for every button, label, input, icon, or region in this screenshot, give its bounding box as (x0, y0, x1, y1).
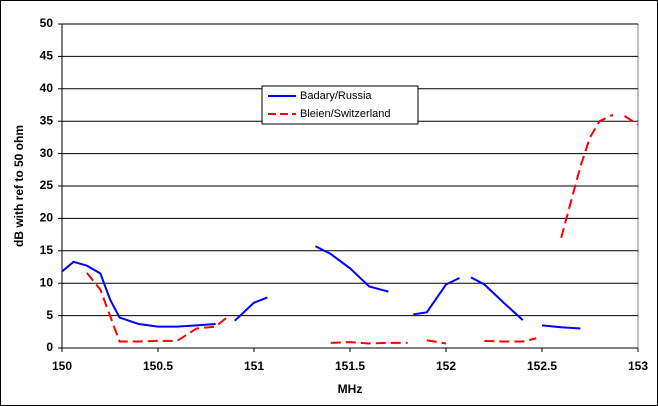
y-tick-label: 0 (46, 340, 53, 354)
x-axis-title: MHz (338, 382, 363, 396)
legend-box (261, 85, 419, 125)
y-tick-label: 15 (40, 243, 54, 257)
y-axis-title: dB with ref to 50 ohm (12, 125, 26, 247)
x-tick-label: 152.5 (527, 359, 557, 373)
x-tick-label: 151.5 (335, 359, 365, 373)
y-tick-label: 10 (40, 275, 54, 289)
y-tick-label: 40 (40, 81, 54, 95)
y-tick-label: 5 (46, 308, 53, 322)
y-tick-label: 50 (40, 16, 54, 30)
x-tick-label: 150.5 (143, 359, 173, 373)
y-tick-label: 20 (40, 211, 54, 225)
x-tick-label: 151 (244, 359, 264, 373)
x-tick-label: 152 (436, 359, 456, 373)
legend-label: Badary/Russia (300, 90, 372, 102)
y-tick-label: 45 (40, 49, 54, 63)
y-tick-label: 25 (40, 178, 54, 192)
series-line (86, 113, 639, 345)
y-tick-label: 30 (40, 146, 54, 160)
legend-label: Bleien/Switzerland (300, 108, 391, 120)
x-tick-label: 150 (52, 359, 72, 373)
y-tick-label: 35 (40, 113, 54, 127)
x-tick-label: 153 (628, 359, 648, 373)
